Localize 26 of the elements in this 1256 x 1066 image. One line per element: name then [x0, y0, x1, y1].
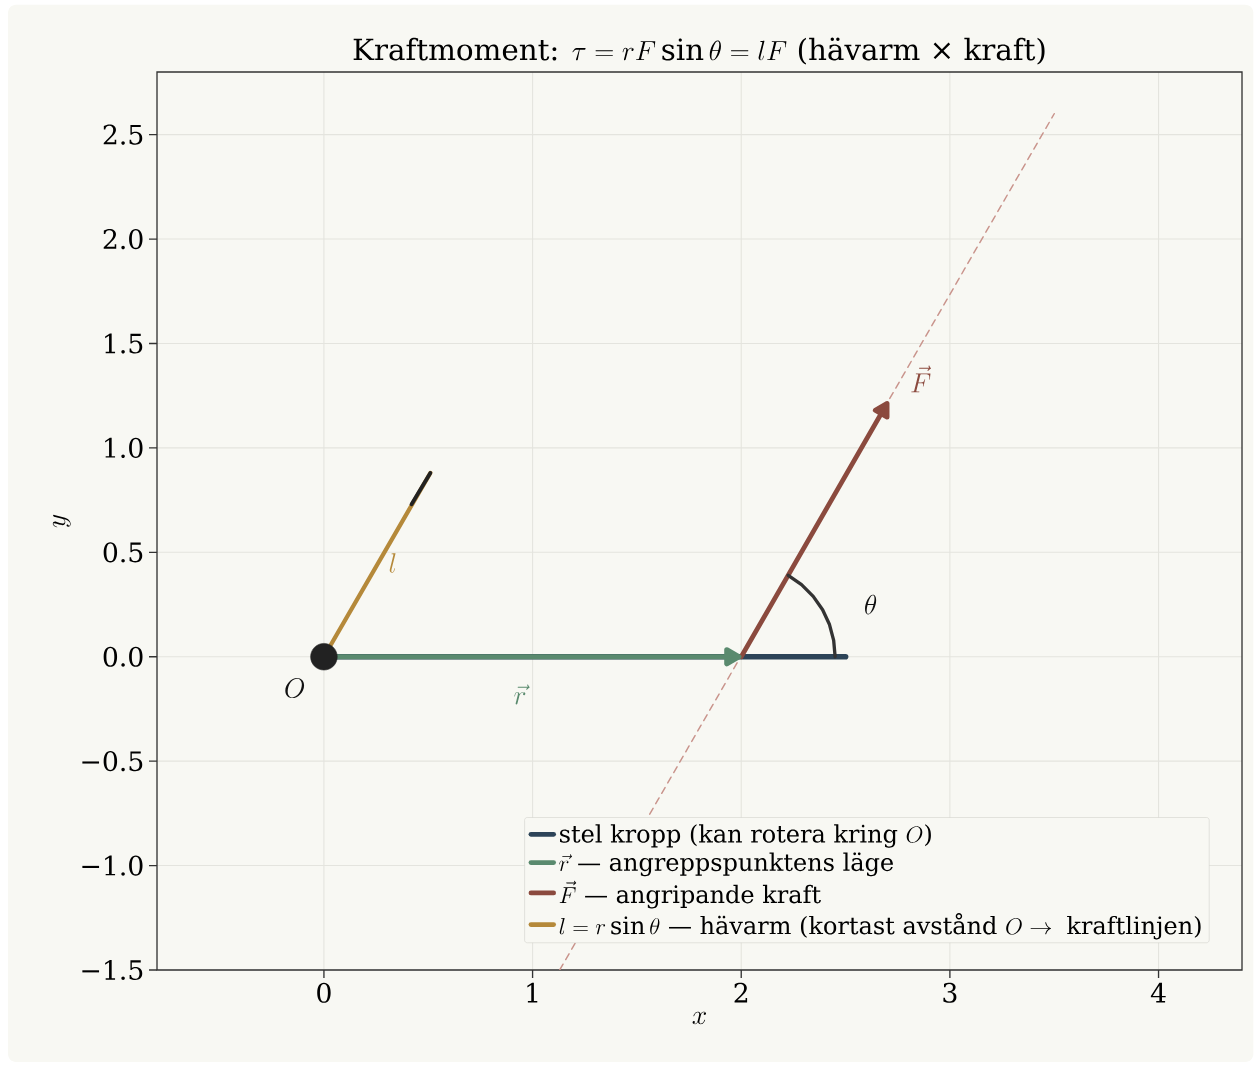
legend-label: $\vec{F}\text{ — angripande kraft}$ — [559, 880, 821, 909]
legend-label: $\text{stel kropp (kan rotera kring }O\text{)}$ — [560, 824, 931, 848]
y-tick-label: 2.0 — [103, 228, 143, 250]
x-tick-label: 2 — [734, 982, 748, 1003]
legend-label: $\vec{r}\text{ — angreppspunktens läge}$ — [559, 852, 893, 877]
y-tick-label: −0.5 — [82, 751, 143, 772]
legend-label: $l = r\sin\theta\text{ — hävarm (kortast avstånd }O\rightarrow\text{ kraftlinjen)}$ — [559, 913, 1201, 940]
annotation: $\vec{r}$ — [514, 684, 530, 705]
x-tick-label: 0 — [317, 982, 331, 1003]
x-axis-title: $x$ — [692, 1011, 707, 1025]
y-tick-label: 2.5 — [103, 124, 143, 145]
y-tick-label: −1.5 — [82, 959, 143, 981]
annotation: $\vec{F}$ — [911, 365, 932, 393]
y-tick-label: 0.0 — [103, 646, 143, 667]
y-tick-label: 1.5 — [105, 333, 143, 354]
chart-title: $\text{Kraftmoment: }\tau = rF\sin\theta = lF\text{ (hävarm × kraft)}$ — [353, 37, 1045, 65]
annotation: $\theta$ — [865, 594, 877, 615]
y-tick-label: −1.0 — [82, 855, 143, 876]
y-tick-label: 1.0 — [105, 437, 143, 458]
y-tick-label: 0.5 — [103, 542, 143, 563]
x-tick-label: 3 — [943, 982, 957, 1003]
annotation: $O$ — [285, 678, 305, 699]
x-tick-label: 1 — [527, 982, 538, 1003]
annotation: $l$ — [389, 553, 396, 573]
y-axis-title: $y$ — [52, 514, 71, 528]
x-tick-label: 4 — [1150, 982, 1166, 1003]
